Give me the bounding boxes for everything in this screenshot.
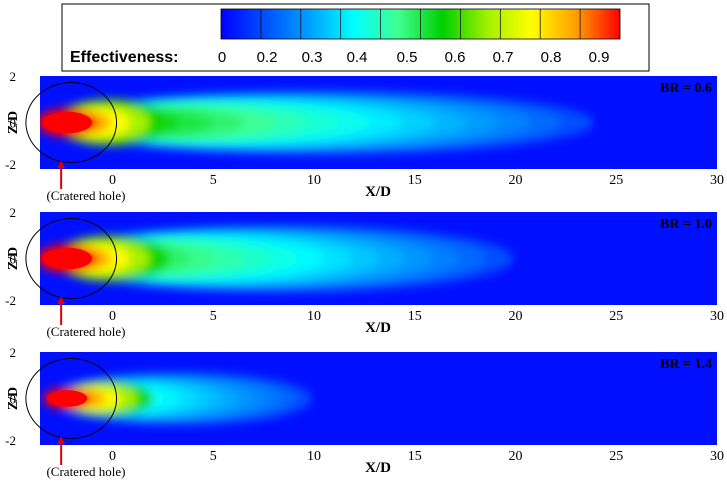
y-axis-label: Z/D (6, 247, 21, 270)
x-tick-label: 0 (109, 173, 116, 188)
x-tick-label: 25 (609, 309, 623, 324)
x-tick-label: 30 (710, 309, 724, 324)
br-annotation: BR = 1.4 (660, 357, 712, 372)
br-annotation: BR = 1.0 (660, 217, 712, 232)
colorbar-ticks: 0 0.2 0.3 0.4 0.5 0.6 0.7 0.8 0.9 (218, 49, 610, 66)
y-tick-label: -2 (5, 293, 16, 308)
x-tick-label: 25 (609, 173, 623, 188)
x-tick-label: 5 (210, 173, 217, 188)
x-tick-label: 30 (710, 173, 724, 188)
hole-label: (Cratered hole) (46, 324, 125, 339)
x-tick-label: 10 (307, 309, 321, 324)
x-axis-label: X/D (365, 460, 391, 476)
panel-2: BR = 1.020-2Z/D0 5 10 15 20 25 30X/D(Cratered … (5, 205, 724, 339)
x-tick-label: 20 (509, 449, 523, 464)
panel-3: BR = 1.420-2Z/D0 5 10 15 20 25 30X/D(Cratered … (5, 345, 724, 479)
x-tick-label: 10 (307, 449, 321, 464)
x-tick-label: 15 (408, 173, 422, 188)
colorbar-tick-label: 0.5 (397, 49, 418, 66)
heatmap-core-solid (42, 112, 92, 134)
heatmap-cells (37, 91, 594, 154)
hole-label: (Cratered hole) (46, 188, 125, 203)
colorbar-tick-label: 0.4 (347, 49, 368, 66)
x-tick-label: 20 (509, 309, 523, 324)
x-tick-label: 15 (408, 449, 422, 464)
x-axis-label: X/D (365, 320, 391, 336)
colorbar-tick-label: 0.7 (493, 49, 514, 66)
colorbar-tick-label: 0.2 (257, 49, 278, 66)
br-annotation: BR = 0.6 (660, 81, 712, 96)
x-tick-label: 0 (109, 309, 116, 324)
colorbar-tick-label: 0.9 (589, 49, 610, 66)
x-tick-label: 10 (307, 173, 321, 188)
colorbar-tick-label: 0.6 (445, 49, 466, 66)
heatmap-core-solid (47, 390, 87, 407)
heatmap-core-solid (42, 248, 92, 270)
hole-label: (Cratered hole) (46, 464, 125, 479)
y-tick-label: 2 (10, 69, 17, 84)
panels: BR = 0.620-2Z/D0 5 10 15 20 25 30X/D(Cratered … (5, 69, 724, 479)
x-tick-label: 0 (109, 449, 116, 464)
heatmap-field (37, 91, 594, 154)
x-tick-label: 5 (210, 309, 217, 324)
y-axis-label: Z/D (6, 111, 21, 134)
x-tick-label: 15 (408, 309, 422, 324)
y-tick-label: -2 (5, 433, 16, 448)
y-tick-label: 2 (10, 345, 17, 360)
y-tick-label: -2 (5, 157, 16, 172)
colorbar-label: Effectiveness: (70, 49, 179, 66)
colorbar-legend: Effectiveness: 0 0.2 0.3 0.4 0.5 0.6 0.7 0.8 0.9 (62, 4, 649, 71)
x-tick-label: 25 (609, 449, 623, 464)
colorbar-tick-label: 0.3 (302, 49, 323, 66)
x-tick-label: 20 (509, 173, 523, 188)
colorbar-tick-label: 0 (218, 49, 226, 66)
y-axis-label: Z/D (6, 387, 21, 410)
colorbar-tick-label: 0.8 (541, 49, 562, 66)
x-axis-label: X/D (365, 184, 391, 200)
x-tick-label: 30 (710, 449, 724, 464)
x-tick-label: 5 (210, 449, 217, 464)
y-tick-label: 2 (10, 205, 17, 220)
panel-1: BR = 0.620-2Z/D0 5 10 15 20 25 30X/D(Cratered … (5, 69, 724, 203)
